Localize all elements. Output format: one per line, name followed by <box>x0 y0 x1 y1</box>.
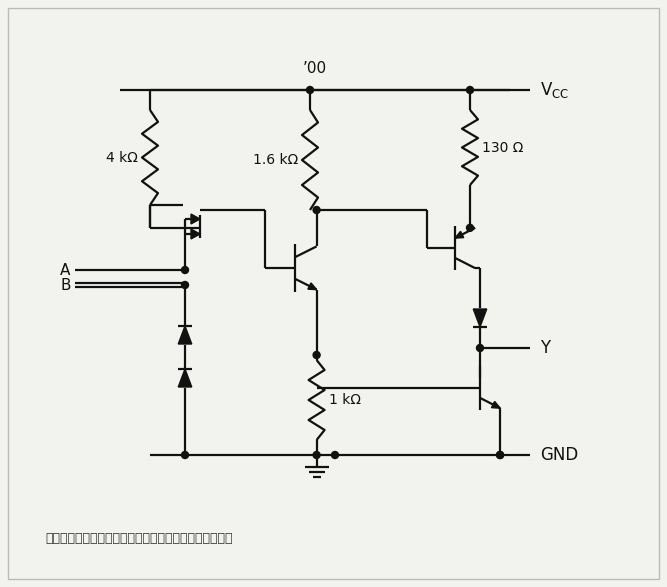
FancyBboxPatch shape <box>8 8 659 579</box>
Circle shape <box>181 266 189 274</box>
Circle shape <box>466 224 474 231</box>
Text: 1 kΩ: 1 kΩ <box>329 393 361 407</box>
Text: ’00: ’00 <box>303 60 327 76</box>
Polygon shape <box>492 402 500 408</box>
Text: GND: GND <box>540 446 578 464</box>
Text: 1.6 kΩ: 1.6 kΩ <box>253 153 298 167</box>
Circle shape <box>466 86 474 93</box>
Circle shape <box>313 352 320 359</box>
Text: A: A <box>60 262 71 278</box>
Polygon shape <box>455 231 464 238</box>
Polygon shape <box>474 309 487 327</box>
Polygon shape <box>191 229 200 239</box>
Circle shape <box>331 451 338 458</box>
Circle shape <box>476 345 484 352</box>
Text: 4 kΩ: 4 kΩ <box>106 150 138 164</box>
Polygon shape <box>178 326 191 344</box>
Circle shape <box>313 207 320 214</box>
Text: テキサス・インスツルメンツ社のデータシートから引用: テキサス・インスツルメンツ社のデータシートから引用 <box>45 531 233 545</box>
Circle shape <box>181 282 189 288</box>
Polygon shape <box>178 369 191 387</box>
Circle shape <box>496 451 504 458</box>
Polygon shape <box>191 214 200 224</box>
Text: V$_{\mathsf{CC}}$: V$_{\mathsf{CC}}$ <box>540 80 569 100</box>
Circle shape <box>181 451 189 458</box>
Circle shape <box>313 451 320 458</box>
Text: Y: Y <box>540 339 550 357</box>
Text: B: B <box>60 278 71 292</box>
Text: 130 Ω: 130 Ω <box>482 140 524 154</box>
Circle shape <box>307 86 313 93</box>
Circle shape <box>497 451 504 458</box>
Polygon shape <box>308 283 317 289</box>
